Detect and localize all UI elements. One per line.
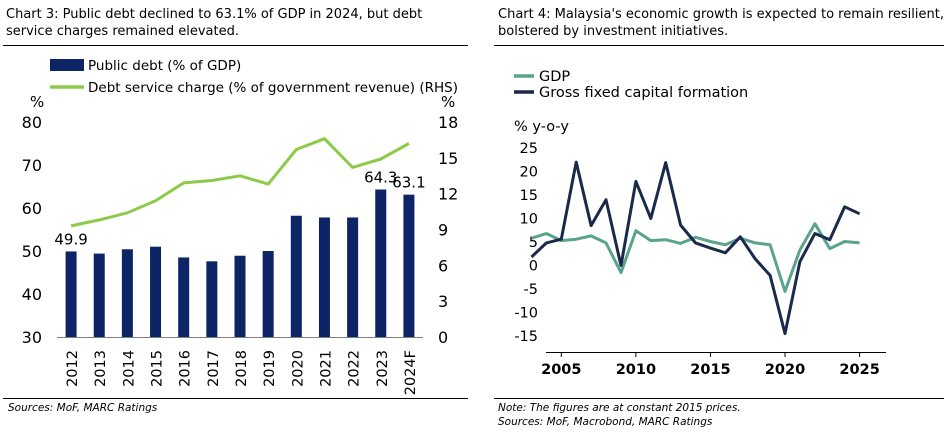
- data-label-2023: 64.3: [364, 169, 397, 187]
- y-axis-tick-label: 10: [520, 212, 538, 228]
- bar-public-debt-2012: [65, 251, 77, 337]
- chart-3-source: Sources: MoF, MARC Ratings: [8, 402, 158, 414]
- x-axis-tick-label: 2010: [616, 362, 656, 378]
- bar-public-debt-2022: [347, 217, 359, 337]
- y-axis-tick-label: -15: [514, 329, 538, 345]
- left-axis-tick-label: 70: [22, 156, 42, 175]
- y-axis-tick-label: 5: [529, 235, 538, 251]
- x-axis-tick-label: 2021: [318, 350, 334, 387]
- legend-label-public-debt: Public debt (% of GDP): [88, 58, 241, 74]
- chart-3-top-rule: [3, 45, 468, 46]
- chart-4-panel: Chart 4: Malaysia's economic growth is e…: [494, 0, 948, 435]
- bar-public-debt-2015: [150, 246, 162, 337]
- x-axis-tick-label: 2017: [206, 350, 222, 387]
- right-axis-tick-label: 18: [438, 113, 458, 132]
- line-gross-fixed-capital-formation: [530, 160, 861, 336]
- right-axis-tick-label: 15: [438, 149, 458, 168]
- legend-swatch-public-debt: [50, 59, 84, 71]
- data-label-2024F: 63.1: [392, 174, 425, 192]
- x-axis-tick-label: 2015: [150, 350, 166, 387]
- left-axis-tick-label: 30: [22, 328, 42, 347]
- y-axis-tick-label: -5: [524, 282, 538, 298]
- legend-label-debt-service: Debt service charge (% of government rev…: [88, 80, 458, 96]
- left-axis-tick-label: 40: [22, 285, 42, 304]
- chart-4-source: Sources: MoF, Macrobond, MARC Ratings: [498, 416, 713, 428]
- x-axis-tick-label: 2013: [93, 350, 109, 387]
- chart-3-title: Chart 3: Public debt declined to 63.1% o…: [6, 7, 423, 39]
- chart-4-top-rule: [494, 45, 944, 46]
- bar-public-debt-2016: [178, 257, 190, 337]
- bar-public-debt-2014: [121, 249, 133, 337]
- right-axis-tick-label: 12: [438, 185, 458, 204]
- x-axis-tick-label: 2020: [290, 350, 306, 387]
- y-axis-tick-label: 0: [529, 259, 538, 275]
- left-axis-tick-label: 50: [22, 242, 42, 261]
- x-axis-tick-label: 2016: [178, 350, 194, 387]
- bar-public-debt-2020: [290, 215, 302, 337]
- chart-3-legend: Public debt (% of GDP) Debt service charg…: [50, 58, 458, 96]
- chart-4-title: Chart 4: Malaysia's economic growth is e…: [498, 7, 944, 39]
- legend-label-gfcf: Gross fixed capital formation: [539, 85, 748, 101]
- right-axis-tick-label: 3: [438, 292, 448, 311]
- x-axis-tick-label: 2015: [690, 362, 730, 378]
- y-axis-tick-label: 20: [520, 165, 538, 181]
- x-axis-tick-label: 2024F: [403, 350, 419, 395]
- line-gdp: [531, 222, 860, 293]
- bar-public-debt-2019: [262, 251, 274, 337]
- y-axis-tick-label: 15: [520, 188, 538, 204]
- right-axis-unit: %: [441, 93, 455, 111]
- bar-public-debt-2024F: [403, 194, 415, 337]
- left-axis-unit: %: [30, 93, 44, 111]
- legend-label-gdp: GDP: [539, 69, 570, 85]
- x-axis-tick-label: 2022: [347, 350, 363, 387]
- y-axis-tick-label: -10: [514, 306, 538, 322]
- bar-public-debt-2017: [206, 261, 218, 337]
- y-axis-unit: % y-o-y: [514, 119, 569, 135]
- x-axis-tick-label: 2014: [121, 350, 137, 387]
- x-axis-tick-label: 2005: [541, 362, 581, 378]
- bar-public-debt-2018: [234, 255, 246, 337]
- left-axis-tick-label: 80: [22, 113, 42, 132]
- chart-3-panel: Chart 3: Public debt declined to 63.1% o…: [3, 7, 468, 414]
- x-axis-tick-label: 2020: [765, 362, 805, 378]
- x-axis-tick-label: 2025: [839, 362, 879, 378]
- chart-4-bottom-rule: [494, 398, 944, 399]
- chart-3-svg: Public debt (% of GDP) Debt service charg…: [22, 58, 459, 395]
- right-axis-tick-label: 0: [438, 328, 448, 347]
- x-axis-tick-label: 2019: [262, 350, 278, 387]
- left-axis-tick-label: 60: [22, 199, 42, 218]
- data-label-2012: 49.9: [54, 230, 87, 248]
- bar-public-debt-2013: [93, 253, 105, 337]
- x-axis-tick-label: 2023: [375, 350, 391, 387]
- line-debt-service-charge: [70, 137, 410, 228]
- right-axis-tick-label: 9: [438, 221, 448, 240]
- bar-public-debt-2023: [375, 189, 387, 337]
- y-axis-tick-label: 25: [520, 141, 538, 157]
- right-axis-tick-label: 6: [438, 256, 448, 275]
- x-axis-tick-label: 2012: [65, 350, 81, 387]
- chart-4-note: Note: The figures are at constant 2015 p…: [498, 402, 741, 414]
- chart-3-bottom-rule: [3, 398, 468, 399]
- x-axis-tick-label: 2018: [234, 350, 250, 387]
- bar-public-debt-2021: [318, 217, 330, 337]
